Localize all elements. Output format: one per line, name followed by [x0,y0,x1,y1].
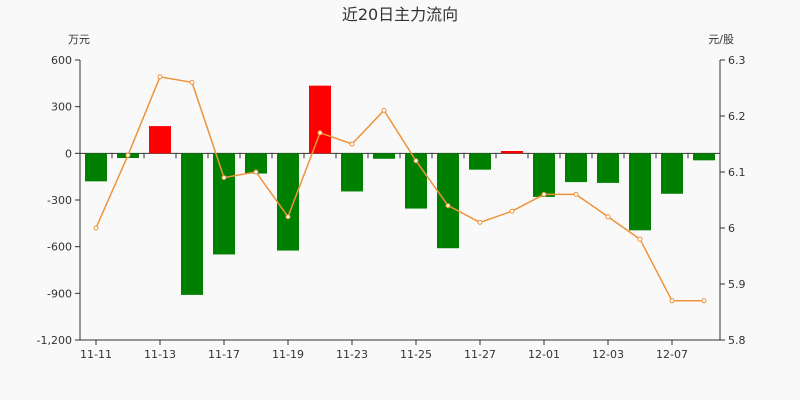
chart-title: 近20日主力流向 [342,5,458,24]
right-tick-label: 6.2 [728,110,746,123]
left-tick-label: -900 [47,287,72,300]
price-point [573,191,579,197]
flow-bar [85,153,107,182]
flow-bar [405,153,427,209]
left-tick-label: -300 [47,194,72,207]
flow-bar [341,153,363,192]
right-tick-label: 5.9 [728,278,746,291]
price-point [669,298,675,304]
flow-bar [277,153,299,251]
flow-bar [597,153,619,183]
price-line [93,74,707,304]
flow-bar [629,153,651,231]
flow-bar [149,126,171,154]
flow-bar [469,153,491,170]
flow-bar [501,151,523,154]
x-tick-label: 11-13 [144,348,176,361]
price-point [349,141,355,147]
x-tick-label: 11-25 [400,348,432,361]
price-point [445,203,451,209]
flow-bar [245,153,267,174]
price-point [317,130,323,136]
price-point [253,169,259,175]
flow-bar [437,153,459,249]
price-point [93,225,99,231]
right-tick-label: 6.1 [728,166,746,179]
flow-bar [309,85,331,154]
x-tick-label: 12-01 [528,348,560,361]
x-tick-label: 11-19 [272,348,304,361]
price-point [541,191,547,197]
flow-bar [181,153,203,295]
price-point [189,79,195,85]
flow-bar [533,153,555,197]
right-tick-label: 5.8 [728,334,746,347]
price-point [701,298,707,304]
price-point [477,219,483,225]
x-tick-label: 11-17 [208,348,240,361]
right-axis-unit: 元/股 [708,33,734,46]
price-point [413,158,419,164]
price-point [221,175,227,181]
right-tick-label: 6 [728,222,735,235]
left-tick-label: 600 [51,54,72,67]
x-tick-label: 11-27 [464,348,496,361]
left-tick-label: -600 [47,241,72,254]
price-point [509,208,515,214]
x-tick-label: 12-03 [592,348,624,361]
flow-bar [373,153,395,159]
left-tick-label: 0 [65,147,72,160]
price-point [381,107,387,113]
left-tick-label: -1,200 [37,334,72,347]
flow-bar [213,153,235,255]
price-point [157,74,163,80]
axes [75,59,725,345]
flow-bar [693,153,715,161]
x-tick-label: 11-23 [336,348,368,361]
price-point [125,152,131,158]
tick-labels: 600 300 0 -300 -600 -900 -1,200 6.3 6.2 6.1 6 5.9 5.… [37,54,746,361]
price-point [637,236,643,242]
left-axis-unit: 万元 [68,33,90,46]
right-tick-label: 6.3 [728,54,746,67]
price-polyline [95,75,704,302]
flow-bar [565,153,587,183]
price-point [285,214,291,220]
x-tick-label: 11-11 [80,348,112,361]
left-tick-label: 300 [51,101,72,114]
price-point [605,214,611,220]
flow-bar [661,153,683,194]
x-tick-label: 12-07 [656,348,688,361]
flow-bars [85,85,715,295]
